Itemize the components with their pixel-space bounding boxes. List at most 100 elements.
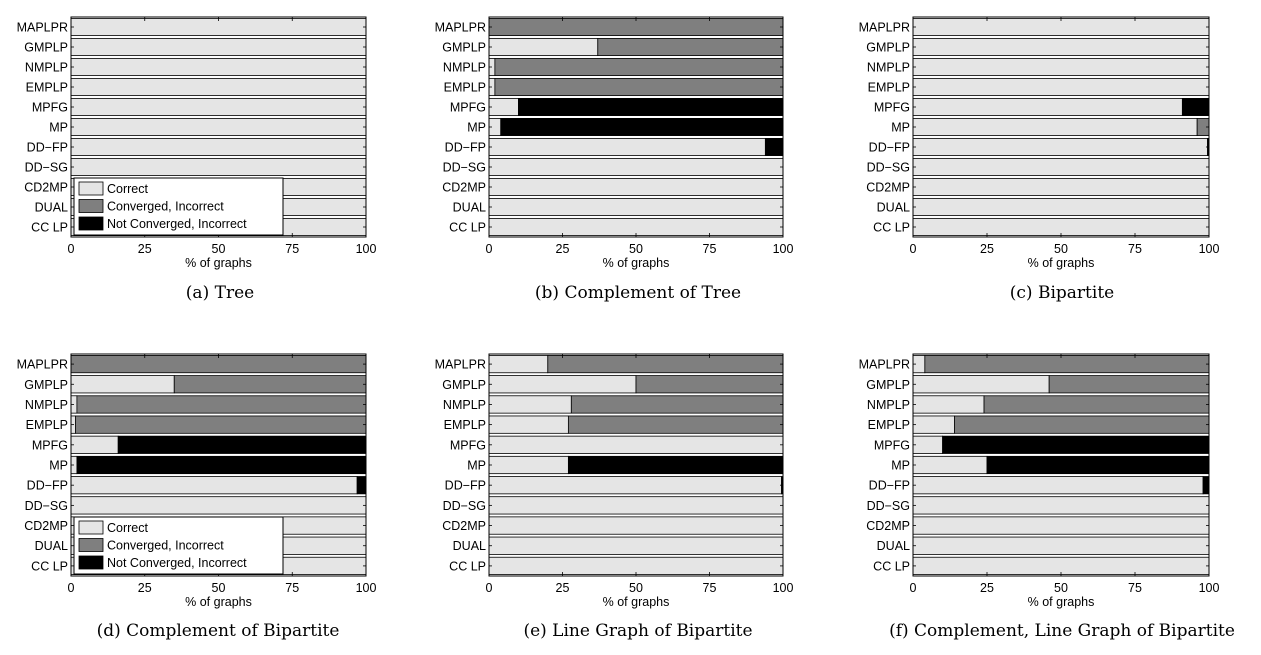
legend-label: Not Converged, Incorrect [107,556,247,570]
category-label: MPFG [874,101,910,115]
category-label: CD2MP [442,519,486,533]
bar-gmplp-correct [488,38,599,57]
category-label: CD2MP [24,181,68,195]
bar-mpfg-notconverged [518,98,784,117]
bar-cd2mp-correct [912,177,1210,196]
x-tick-label: 100 [356,581,377,595]
bar-mpfg-correct [912,98,1183,117]
bar-dual-correct [912,536,1210,555]
x-tick-label: 0 [910,242,917,256]
bar-mpfg-notconverged [117,435,367,454]
category-label: DD−FP [445,479,486,493]
category-label: MP [467,121,486,135]
category-label: MAPLPR [17,21,68,35]
category-label: CC LP [873,221,910,235]
legend-swatch-notconverged [78,555,104,570]
legend-swatch-correct [78,181,104,196]
bar-gmplp-converged [1048,375,1210,394]
x-tick-label: 0 [68,242,75,256]
bar-emplp-correct [912,78,1210,97]
legend-swatch-correct [78,520,104,535]
bar-nmplp-correct [912,58,1210,77]
bar-mp-notconverged [500,118,784,137]
panel-caption: (d) Complement of Bipartite [97,621,340,641]
x-tick-label: 75 [285,581,299,595]
x-axis-label: % of graphs [1028,595,1095,609]
bar-ddfp-correct [488,137,766,156]
category-label: CC LP [449,559,486,573]
category-label: DD−SG [443,499,486,513]
category-label: EMPLP [444,81,486,95]
x-tick-label: 75 [703,581,717,595]
category-label: DUAL [877,201,910,215]
bar-maplpr-converged [70,355,367,374]
x-axis-label: % of graphs [1028,256,1095,270]
legend-label: Converged, Incorrect [107,539,224,553]
bar-gmplp-correct [70,38,367,57]
bar-gmplp-correct [912,38,1210,57]
bar-mpfg-correct [70,435,119,454]
bar-gmplp-correct [912,375,1050,394]
bar-gmplp-converged [597,38,784,57]
bar-cclp-correct [912,556,1210,575]
bar-dual-correct [912,197,1210,216]
x-tick-label: 75 [703,242,717,256]
chart-panel-3: MAPLPR GMPLP NMPLP EMPLP MPFG MP DD−FP DD−SG CD2… [859,16,1219,303]
legend-label: Correct [107,182,149,196]
bar-maplpr-correct [488,355,549,374]
panel-caption: (a) Tree [186,283,254,303]
bar-emplp-correct [70,78,367,97]
category-label: NMPLP [867,398,910,412]
category-label: MAPLPR [859,358,910,372]
category-label: CD2MP [24,519,68,533]
panel-caption: (f) Complement, Line Graph of Bipartite [889,621,1235,641]
category-label: EMPLP [26,81,68,95]
x-tick-label: 100 [773,581,794,595]
x-axis-label: % of graphs [185,595,252,609]
bar-mp-notconverged [986,455,1210,475]
bar-gmplp-converged [173,375,367,394]
bar-ddfp-correct [70,476,358,495]
bar-mpfg-correct [912,435,944,454]
category-label: NMPLP [443,398,486,412]
category-label: CC LP [873,559,910,573]
panel-caption: (c) Bipartite [1010,283,1114,303]
x-tick-label: 75 [285,242,299,256]
category-label: MAPLPR [859,21,910,35]
x-tick-label: 25 [556,242,570,256]
category-label: NMPLP [443,61,486,75]
legend-swatch-notconverged [78,216,104,231]
bar-gmplp-converged [635,375,784,394]
category-label: GMPLP [24,378,68,392]
bar-ddsg-correct [488,157,784,176]
x-axis-label: % of graphs [185,256,252,270]
bar-cd2mp-correct [912,516,1210,535]
category-label: CD2MP [866,519,910,533]
bar-nmplp-converged [494,58,784,77]
category-label: EMPLP [868,81,910,95]
category-label: MP [49,459,68,473]
category-label: DUAL [453,201,486,215]
category-label: DUAL [35,201,68,215]
category-label: CC LP [449,221,486,235]
legend-swatch-converged [78,538,104,552]
x-tick-label: 50 [629,581,643,595]
legend-box [73,177,284,236]
bar-ddsg-correct [70,496,367,515]
category-label: GMPLP [866,378,910,392]
x-tick-label: 25 [980,581,994,595]
chart-panel-2: MAPLPR GMPLP NMPLP EMPLP MPFG MP DD−FP DD−SG CD2… [435,16,793,303]
bar-emplp-converged [954,415,1210,434]
category-label: GMPLP [442,41,486,55]
bar-mp-correct [488,455,569,475]
category-label: CD2MP [866,181,910,195]
bar-maplpr-converged [547,355,784,374]
bar-ddfp-correct [488,476,782,495]
category-label: MPFG [450,101,486,115]
bar-dual-correct [488,197,784,216]
bar-emplp-correct [488,415,569,434]
category-label: DD−FP [27,141,68,155]
bar-maplpr-converged [924,355,1210,374]
bar-emplp-converged [75,415,367,434]
